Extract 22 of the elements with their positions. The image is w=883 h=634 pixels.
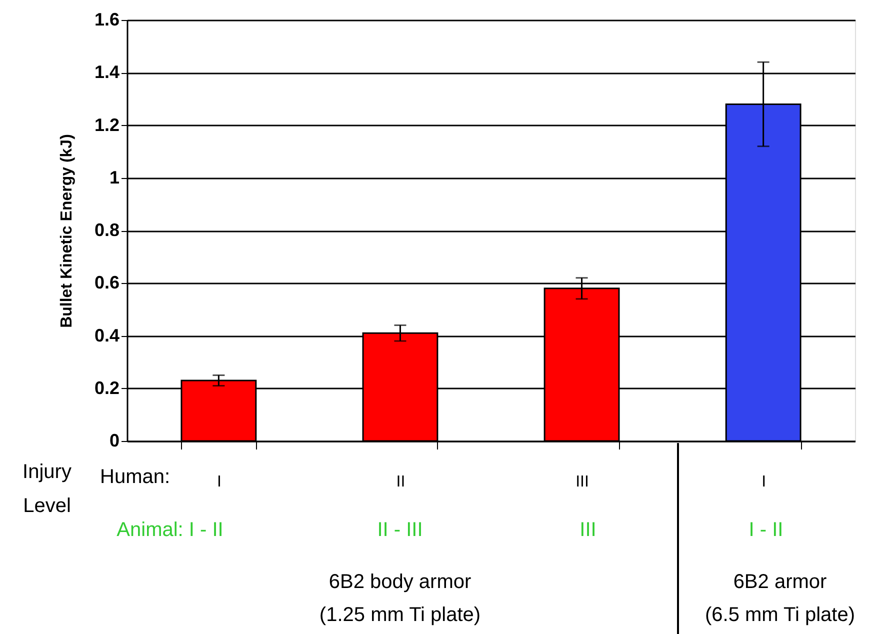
y-tick-label: 0 bbox=[109, 430, 120, 450]
y-tick-label: 1.2 bbox=[94, 114, 120, 135]
text: Injury Level bbox=[22, 461, 72, 517]
x-tick-label: I bbox=[762, 474, 766, 490]
x-tick-label: II bbox=[396, 474, 406, 490]
text: III bbox=[580, 519, 596, 541]
y-axis-title: Bullet Kinetic Energy (kJ) bbox=[58, 134, 76, 328]
y-tick-label: 0.6 bbox=[94, 272, 120, 293]
text: Human: bbox=[100, 466, 170, 488]
text: II - III bbox=[377, 519, 423, 541]
text: Animal: I - II bbox=[116, 519, 224, 541]
y-tick-label: 1 bbox=[109, 167, 120, 188]
text: 6B2 body armor (1.25 mm Ti plate) bbox=[319, 571, 481, 626]
text: I - II bbox=[748, 519, 784, 541]
y-tick-label: 0.2 bbox=[94, 378, 120, 398]
x-tick-label: I bbox=[216, 474, 222, 490]
y-tick-label: 1.6 bbox=[94, 10, 120, 30]
y-tick-label: 0.4 bbox=[94, 325, 120, 346]
x-tick-label: III bbox=[576, 474, 589, 490]
y-tick-label: 0.8 bbox=[94, 220, 120, 240]
y-tick-label: 1.4 bbox=[94, 62, 120, 82]
text: 6B2 armor (6.5 mm Ti plate) bbox=[704, 571, 856, 626]
